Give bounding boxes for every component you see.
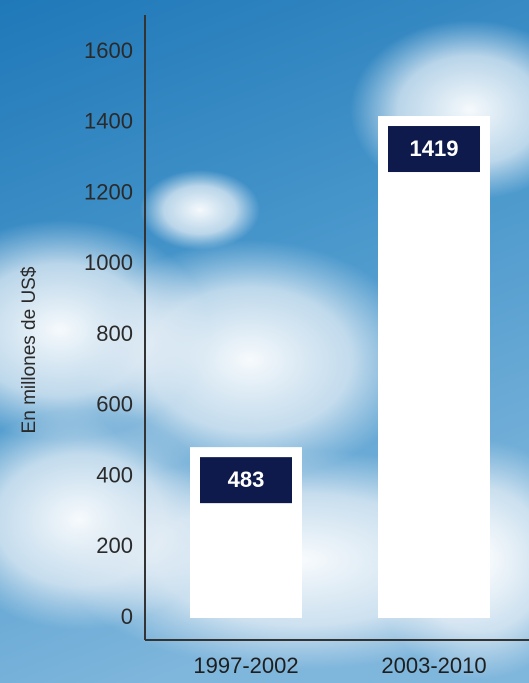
x-tick-label: 2003-2010	[381, 653, 486, 678]
y-tick-label: 1200	[84, 179, 133, 204]
y-tick-label: 1400	[84, 109, 133, 134]
y-tick-label: 200	[96, 533, 133, 558]
y-tick-label: 1000	[84, 250, 133, 275]
y-tick-label: 400	[96, 462, 133, 487]
value-label-box	[200, 457, 292, 504]
bar	[378, 116, 490, 618]
y-tick-label: 1600	[84, 38, 133, 63]
y-tick-label: 800	[96, 321, 133, 346]
x-tick-label: 1997-2002	[193, 653, 298, 678]
y-tick-label: 0	[121, 604, 133, 629]
y-tick-label: 600	[96, 392, 133, 417]
value-label-box	[388, 126, 480, 173]
value-label: 483	[228, 467, 265, 492]
y-axis-label: En millones de US$	[19, 266, 40, 433]
value-label: 1419	[410, 136, 459, 161]
